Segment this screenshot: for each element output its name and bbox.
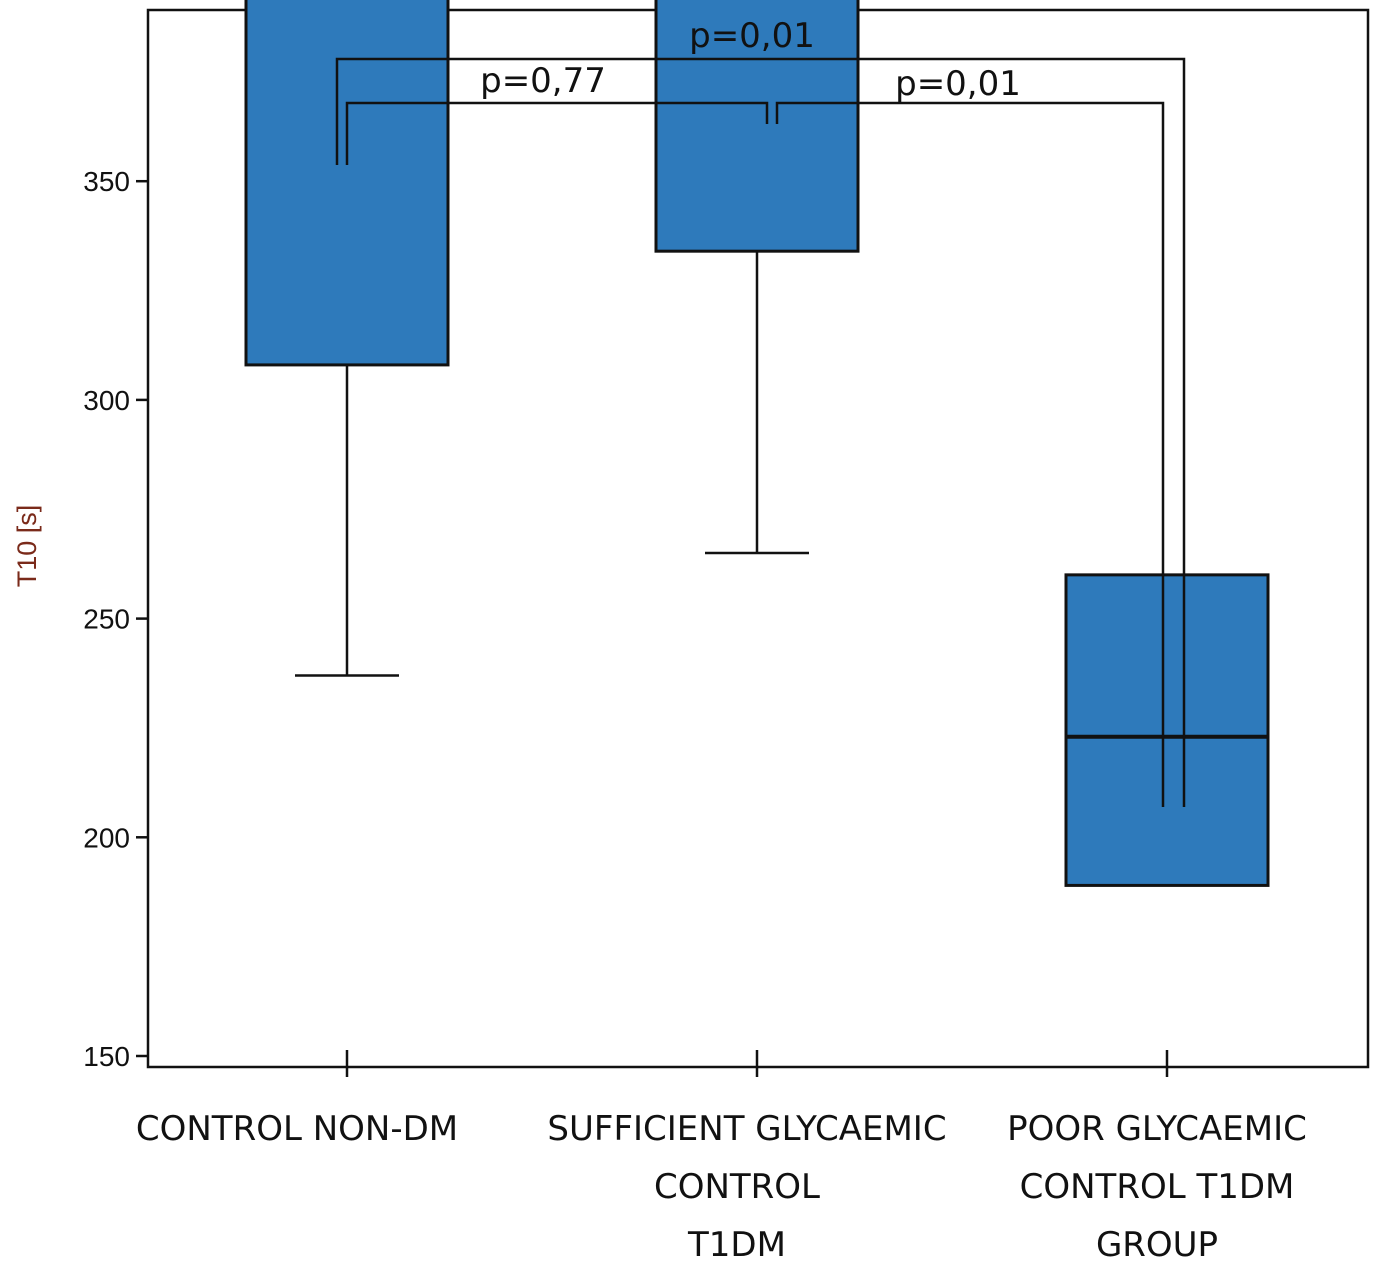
iqr-box [244, 0, 450, 367]
x-category-label-line: CONTROL T1DM [1020, 1167, 1295, 1207]
x-category-label: CONTROL NON-DM [136, 1109, 458, 1149]
p-value-label: p=0,77 [480, 61, 606, 101]
x-category-label-line: CONTROL [654, 1167, 820, 1207]
bracket-line [775, 101, 1165, 807]
bracket-line [335, 57, 1186, 807]
boxes [244, 0, 1270, 887]
x-category-label-line: POOR GLYCAEMIC [1007, 1109, 1307, 1149]
y-tick-label: 350 [83, 166, 130, 197]
box-group [1064, 573, 1270, 887]
significance-brackets: p=0,01 p=0,77 p=0,01 [335, 16, 1186, 807]
x-category-label-line: T1DM [687, 1225, 786, 1264]
box-group [654, 0, 860, 555]
box-group [244, 0, 450, 677]
brackets [335, 57, 1186, 807]
y-axis-label: T10 [s] [12, 505, 42, 588]
y-axis: 150200250300350400450500550600 [83, 166, 148, 1072]
bracket-line [345, 101, 769, 165]
x-category-label-line: SUFFICIENT GLYCAEMIC [547, 1109, 946, 1149]
p-value-label: p=0,01 [689, 16, 815, 56]
y-tick-label: 300 [83, 385, 130, 416]
x-axis: CONTROL NON-DM SUFFICIENT GLYCAEMIC CONTRO… [136, 1050, 1307, 1264]
p-value-label: p=0,01 [895, 64, 1021, 104]
x-category-label-line: GROUP [1096, 1225, 1218, 1264]
iqr-box [1064, 573, 1270, 887]
y-tick-label: 250 [83, 604, 130, 635]
x-category-label: SUFFICIENT GLYCAEMIC CONTROL T1DM [547, 1109, 946, 1264]
x-category-label: POOR GLYCAEMIC CONTROL T1DM GROUP [1007, 1109, 1307, 1264]
y-tick-label: 200 [83, 822, 130, 853]
y-tick-label: 150 [83, 1041, 130, 1072]
iqr-box [654, 0, 860, 253]
x-category-label-line: CONTROL NON-DM [136, 1109, 458, 1149]
